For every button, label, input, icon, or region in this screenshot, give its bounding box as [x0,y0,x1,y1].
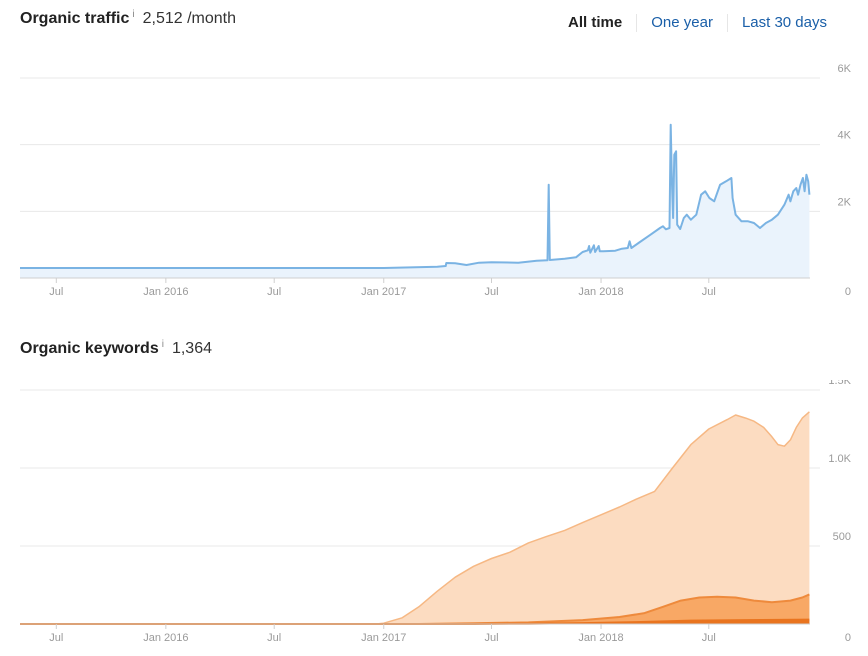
y-tick-label: 500 [833,531,851,543]
x-tick-label: Jul [702,632,716,644]
organic-traffic-chart: 0 2K 4K 6K Jul Jan 2016 Jul Jan 2017 Jul Jan 2018… [20,63,852,298]
organic-keywords-header: Organic keywords i 1,364 [20,339,212,358]
y-tick-label: 2K [838,196,852,208]
x-tick-label: Jul [267,632,281,644]
x-tick-label: Jul [267,286,281,298]
x-tick-label: Jan 2017 [361,286,406,298]
traffic-area [20,124,810,278]
range-one-year-button[interactable]: One year [636,14,727,32]
x-tick-label: Jul [702,286,716,298]
traffic-line [20,123,811,269]
organic-keywords-title: Organic keywords [20,340,159,357]
organic-keywords-chart: 0 500 1.0K 1.5K Jul Jan 2016 Jul Jan 2017 Jul Jan… [20,380,852,644]
x-tick-label: Jul [49,632,63,644]
y-tick-label: 6K [838,63,852,75]
keywords-area-light [20,411,810,624]
keywords-line-mid [20,593,810,625]
keywords-line-light [20,411,810,625]
y-tick-label: 0 [845,632,851,644]
time-range-selector: All time One year Last 30 days [554,14,827,32]
x-tick-label: Jan 2018 [578,286,623,298]
range-last-30-days-button[interactable]: Last 30 days [726,14,827,32]
y-tick-label: 0 [845,286,851,298]
y-tick-label: 1.5K [828,380,851,387]
x-tick-label: Jan 2016 [143,632,188,644]
range-all-time-button[interactable]: All time [568,14,623,31]
x-tick-label: Jan 2016 [143,286,188,298]
organic-keywords-value: 1,364 [171,340,212,357]
organic-traffic-title: Organic traffic [20,10,130,27]
info-icon[interactable]: i [161,339,164,350]
info-icon[interactable]: i [132,9,135,20]
x-tick-label: Jan 2017 [361,632,406,644]
x-tick-label: Jul [484,632,498,644]
y-tick-label: 4K [838,130,852,142]
organic-traffic-value: 2,512 /month [142,10,236,27]
x-tick-label: Jan 2018 [578,632,623,644]
x-tick-label: Jul [484,286,498,298]
organic-traffic-header: Organic traffic i 2,512 /month [20,9,236,28]
x-tick-label: Jul [49,286,63,298]
y-tick-label: 1.0K [828,453,851,465]
